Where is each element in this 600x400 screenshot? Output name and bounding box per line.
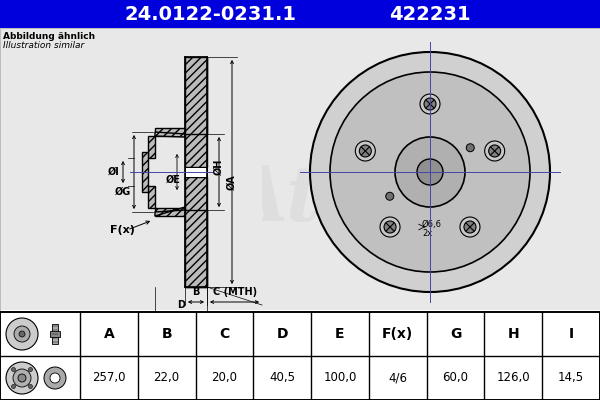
Bar bbox=[185, 69, 207, 167]
Circle shape bbox=[464, 221, 476, 233]
Text: Ate: Ate bbox=[229, 163, 371, 237]
Circle shape bbox=[395, 137, 465, 207]
Circle shape bbox=[488, 145, 500, 157]
Text: 257,0: 257,0 bbox=[92, 372, 125, 384]
Text: I: I bbox=[569, 327, 574, 341]
Text: A: A bbox=[104, 327, 114, 341]
Text: Ø6,6: Ø6,6 bbox=[422, 220, 442, 228]
Polygon shape bbox=[155, 208, 185, 216]
Circle shape bbox=[384, 221, 396, 233]
Polygon shape bbox=[185, 210, 207, 287]
Bar bbox=[50, 331, 60, 337]
Circle shape bbox=[28, 384, 32, 388]
Circle shape bbox=[460, 217, 480, 237]
Circle shape bbox=[355, 141, 376, 161]
Circle shape bbox=[424, 98, 436, 110]
Text: H: H bbox=[508, 327, 519, 341]
Text: 20,0: 20,0 bbox=[211, 372, 238, 384]
Circle shape bbox=[417, 159, 443, 185]
Text: F(x): F(x) bbox=[382, 327, 413, 341]
Bar bbox=[0, 312, 600, 400]
Bar bbox=[0, 312, 600, 400]
Text: D: D bbox=[177, 300, 185, 310]
Text: 100,0: 100,0 bbox=[323, 372, 356, 384]
Bar bbox=[185, 275, 207, 287]
Text: F(x): F(x) bbox=[110, 225, 135, 235]
Circle shape bbox=[380, 217, 400, 237]
Text: 24.0122-0231.1: 24.0122-0231.1 bbox=[124, 4, 296, 24]
Circle shape bbox=[44, 367, 66, 389]
Text: ØE: ØE bbox=[166, 175, 181, 185]
Polygon shape bbox=[148, 136, 155, 158]
Polygon shape bbox=[148, 186, 155, 208]
Text: 126,0: 126,0 bbox=[497, 372, 530, 384]
Circle shape bbox=[14, 326, 30, 342]
Circle shape bbox=[466, 144, 474, 152]
Circle shape bbox=[50, 373, 60, 383]
Text: C: C bbox=[220, 327, 230, 341]
Text: 14,5: 14,5 bbox=[558, 372, 584, 384]
Polygon shape bbox=[155, 132, 185, 137]
Bar bbox=[0, 0, 600, 28]
Text: ØA: ØA bbox=[227, 174, 237, 190]
Polygon shape bbox=[155, 128, 185, 136]
Text: E: E bbox=[335, 327, 345, 341]
Text: 60,0: 60,0 bbox=[443, 372, 469, 384]
Text: 4/6: 4/6 bbox=[388, 372, 407, 384]
Bar bbox=[52, 324, 58, 344]
Text: 40,5: 40,5 bbox=[269, 372, 295, 384]
Bar bbox=[185, 167, 207, 177]
Circle shape bbox=[310, 52, 550, 292]
Bar bbox=[185, 177, 207, 275]
Bar bbox=[143, 52, 262, 292]
Circle shape bbox=[11, 368, 16, 372]
Circle shape bbox=[330, 72, 530, 272]
Circle shape bbox=[359, 145, 371, 157]
Text: C (MTH): C (MTH) bbox=[213, 287, 257, 297]
Text: ØH: ØH bbox=[214, 159, 224, 175]
Bar bbox=[185, 57, 207, 69]
Bar bbox=[0, 28, 600, 312]
Circle shape bbox=[420, 94, 440, 114]
Polygon shape bbox=[185, 57, 207, 134]
Text: Abbildung ähnlich: Abbildung ähnlich bbox=[3, 32, 95, 41]
Polygon shape bbox=[155, 207, 185, 216]
Circle shape bbox=[386, 192, 394, 200]
Text: G: G bbox=[450, 327, 461, 341]
Text: 2x: 2x bbox=[422, 228, 432, 238]
Polygon shape bbox=[142, 152, 148, 192]
Text: 22,0: 22,0 bbox=[154, 372, 180, 384]
Text: ØG: ØG bbox=[115, 187, 131, 197]
Text: 422231: 422231 bbox=[389, 4, 471, 24]
Text: ®: ® bbox=[328, 175, 342, 189]
Text: B: B bbox=[161, 327, 172, 341]
Circle shape bbox=[6, 362, 38, 394]
Text: Illustration similar: Illustration similar bbox=[3, 41, 84, 50]
Circle shape bbox=[13, 369, 31, 387]
Circle shape bbox=[18, 374, 26, 382]
Bar bbox=[0, 28, 600, 310]
Circle shape bbox=[6, 318, 38, 350]
Text: ØI: ØI bbox=[108, 167, 120, 177]
Text: D: D bbox=[277, 327, 288, 341]
Circle shape bbox=[485, 141, 505, 161]
Circle shape bbox=[28, 368, 32, 372]
Text: B: B bbox=[193, 287, 200, 297]
Circle shape bbox=[11, 384, 16, 388]
Bar bbox=[134, 158, 148, 186]
Circle shape bbox=[19, 331, 25, 337]
